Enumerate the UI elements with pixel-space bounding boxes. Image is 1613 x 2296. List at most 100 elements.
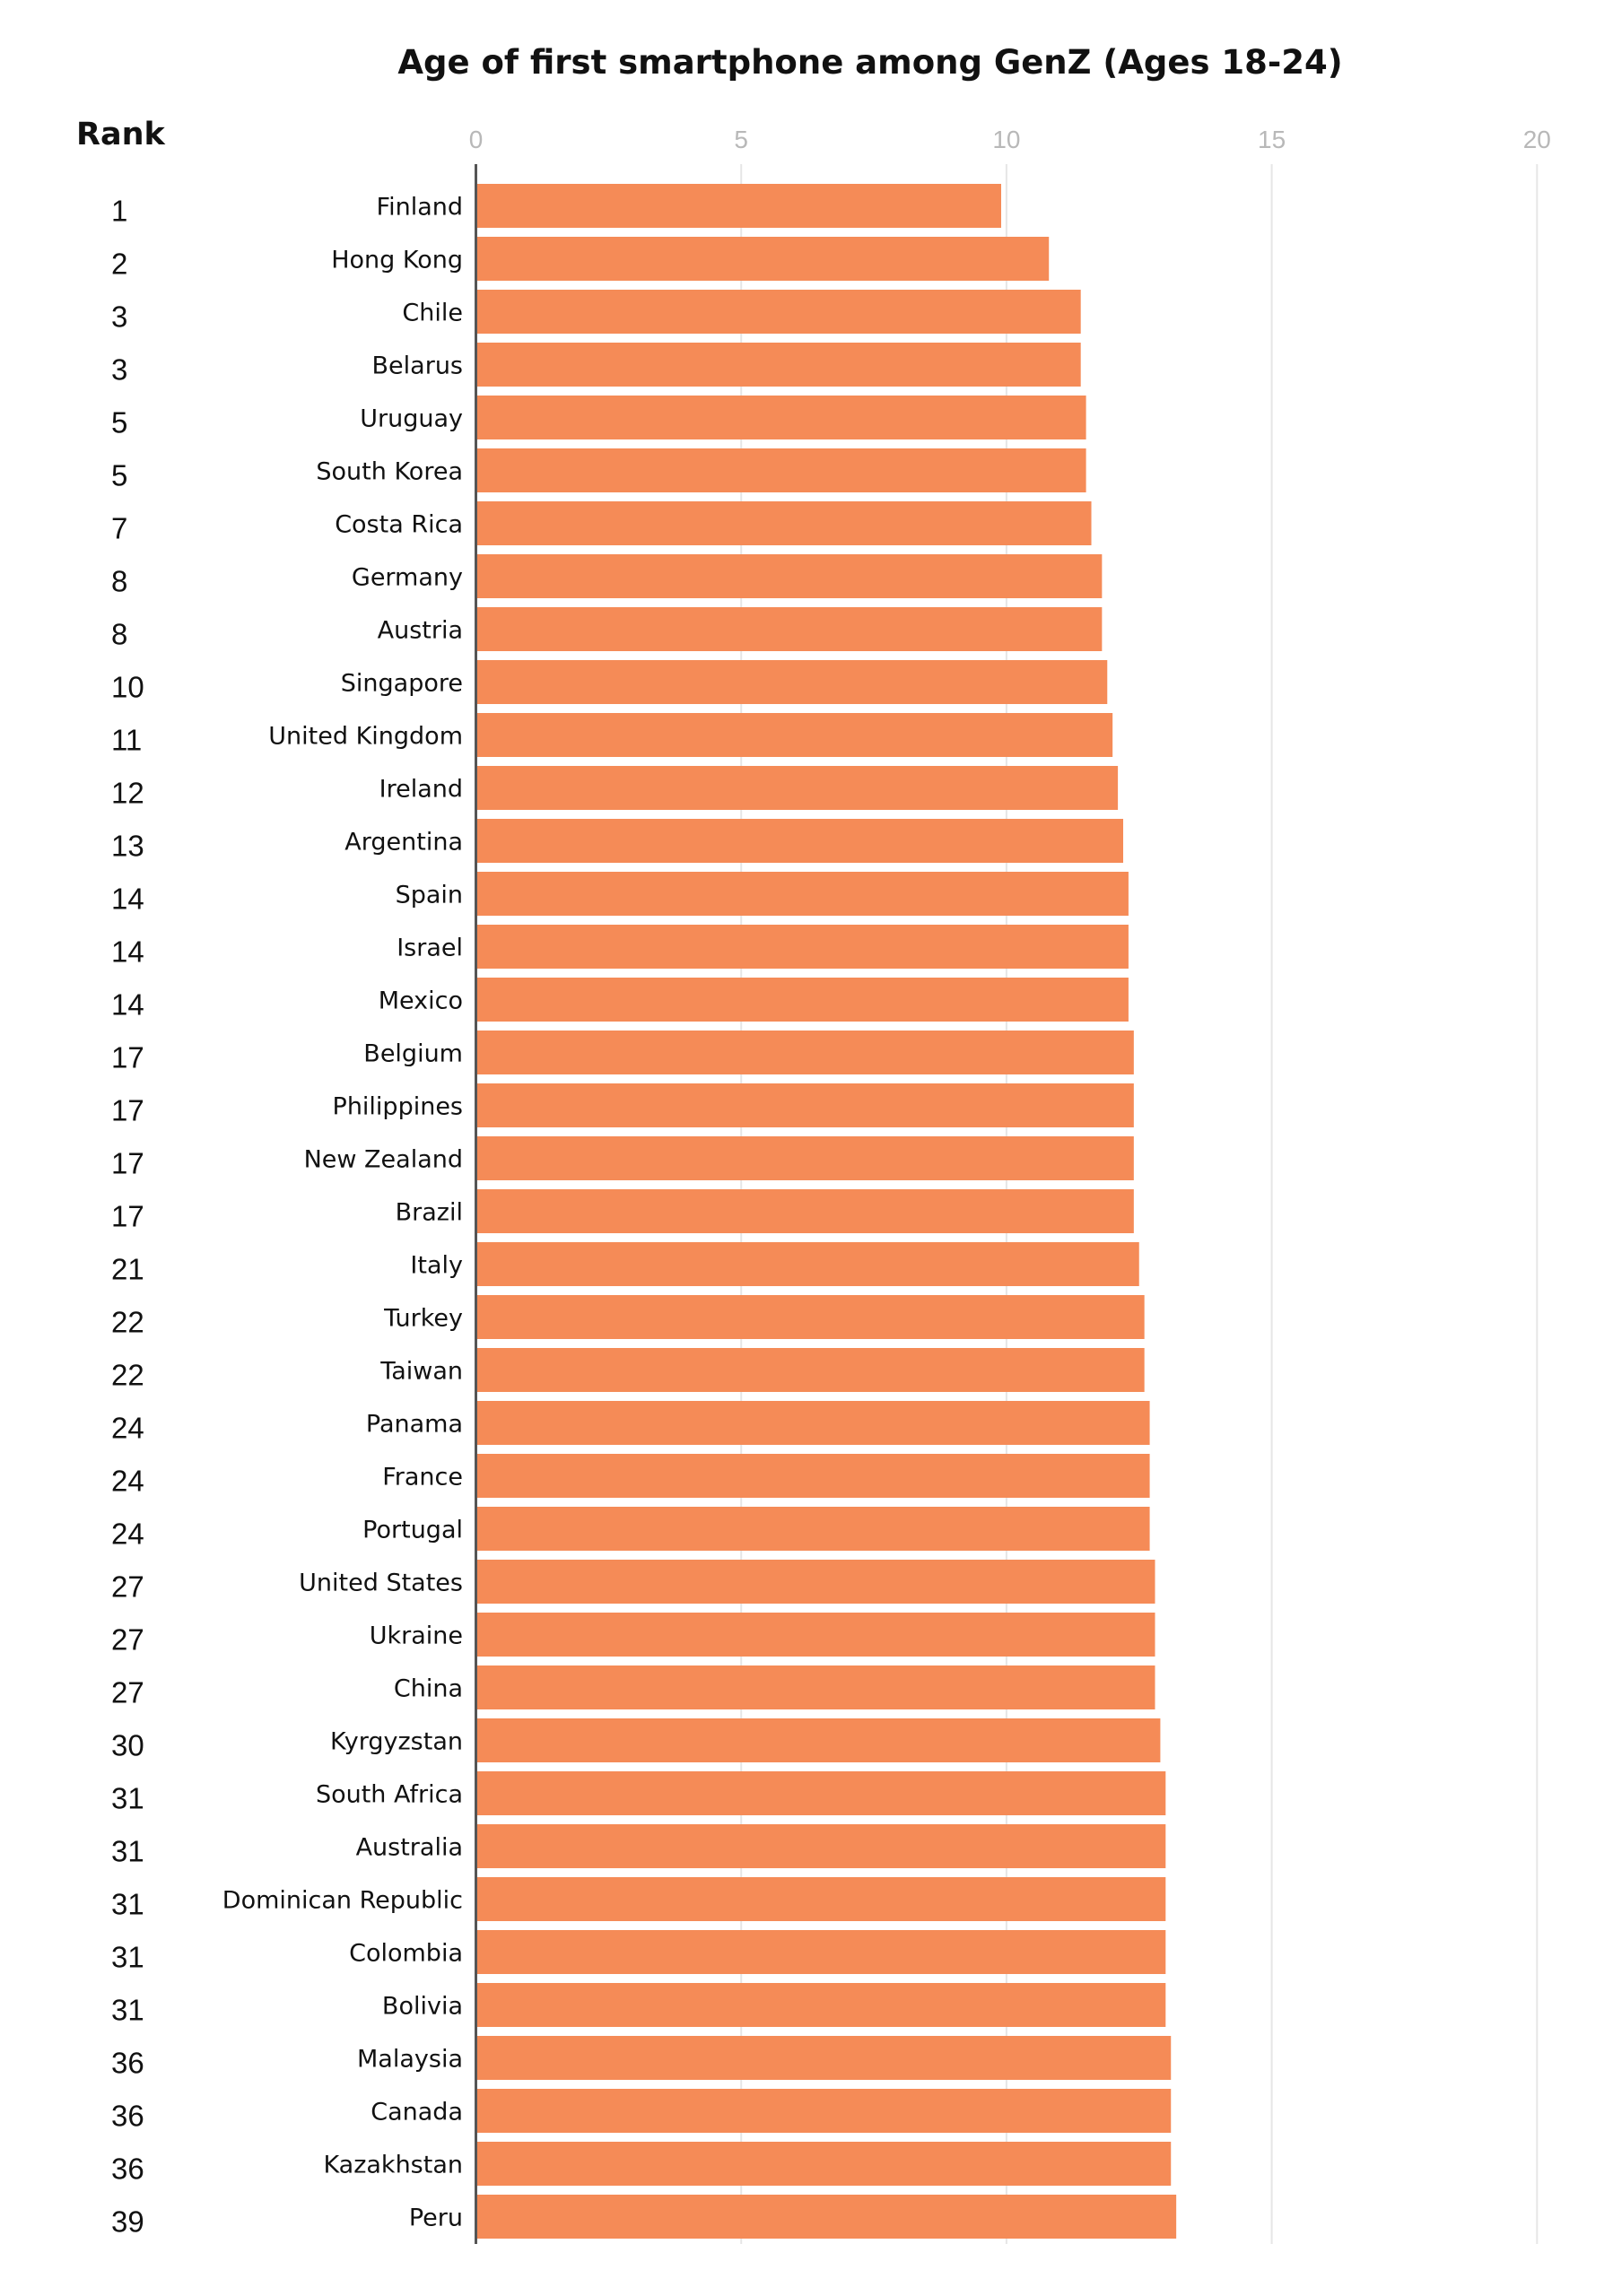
bar <box>476 1189 1134 1233</box>
category-label: Singapore <box>341 670 463 698</box>
category-label: United States <box>299 1570 463 1597</box>
category-label: Canada <box>371 2099 463 2126</box>
category-label: Italy <box>410 1252 463 1280</box>
category-label: Austria <box>378 617 463 645</box>
rank-label: 3 <box>111 353 127 387</box>
bar <box>476 1083 1134 1127</box>
bar <box>476 554 1103 598</box>
rank-label: 21 <box>111 1253 144 1286</box>
x-tick-label: 15 <box>1258 126 1286 153</box>
x-tick-label: 20 <box>1523 126 1551 153</box>
category-label: Malaysia <box>357 2046 463 2074</box>
bar <box>476 2089 1172 2133</box>
category-label: Australia <box>356 1834 463 1862</box>
category-label: Portugal <box>362 1517 463 1544</box>
bar <box>476 1401 1150 1445</box>
bar <box>476 1983 1166 2027</box>
category-label: France <box>382 1464 463 1492</box>
rank-label: 39 <box>111 2205 144 2239</box>
bar <box>476 1877 1166 1921</box>
bar <box>476 1295 1145 1339</box>
bar <box>476 1454 1150 1498</box>
rank-label: 5 <box>111 459 127 492</box>
bar <box>476 2195 1177 2239</box>
rank-label: 24 <box>111 1518 144 1551</box>
category-label: Israel <box>397 935 463 962</box>
rank-label: 13 <box>111 830 144 863</box>
bar <box>476 1824 1166 1868</box>
category-label: China <box>394 1675 463 1703</box>
category-label: Colombia <box>349 1940 463 1968</box>
category-label: United Kingdom <box>268 723 463 751</box>
rank-label: 31 <box>111 1835 144 1868</box>
category-label: Belarus <box>372 352 463 380</box>
rank-label: 24 <box>111 1465 144 1498</box>
x-axis-ticks: 0 5 10 15 20 <box>469 126 1551 153</box>
rank-label: 22 <box>111 1306 144 1339</box>
rank-label: 11 <box>111 724 142 757</box>
bar <box>476 1507 1150 1551</box>
rank-label: 14 <box>111 883 144 916</box>
bar <box>476 978 1129 1022</box>
bar <box>476 1560 1155 1604</box>
category-label: South Africa <box>316 1781 463 1809</box>
rank-label: 31 <box>111 1994 144 2027</box>
category-label: Kyrgyzstan <box>330 1728 463 1756</box>
category-label: Ireland <box>379 776 463 804</box>
bar <box>476 1136 1134 1180</box>
rank-label: 14 <box>111 988 144 1022</box>
bar <box>476 872 1129 916</box>
category-label: Hong Kong <box>331 247 463 274</box>
category-label: Argentina <box>344 829 463 857</box>
bar <box>476 766 1119 810</box>
rank-label: 17 <box>111 1200 144 1233</box>
rank-label: 36 <box>111 2152 144 2186</box>
bar <box>476 184 1001 228</box>
rank-label: 2 <box>111 248 127 281</box>
category-label: Peru <box>409 2205 463 2232</box>
rank-label: 8 <box>111 565 127 598</box>
bar <box>476 925 1129 969</box>
rank-label: 17 <box>111 1041 144 1074</box>
chart-title: Age of first smartphone among GenZ (Ages… <box>397 43 1342 82</box>
category-label: Costa Rica <box>335 511 463 539</box>
rank-label: 31 <box>111 1888 144 1921</box>
bar <box>476 1613 1155 1657</box>
bar <box>476 501 1092 545</box>
rank-label: 17 <box>111 1094 144 1127</box>
x-tick-label: 0 <box>469 126 484 153</box>
rank-label: 36 <box>111 2047 144 2080</box>
rank-label: 1 <box>111 195 127 228</box>
bar <box>476 2142 1172 2186</box>
category-label: Ukraine <box>370 1622 463 1650</box>
category-label: Spain <box>396 882 463 909</box>
x-tick-label: 5 <box>734 126 748 153</box>
bar <box>476 713 1113 757</box>
category-label: Turkey <box>383 1305 463 1333</box>
category-label: Kazakhstan <box>323 2152 463 2179</box>
category-label: Bolivia <box>382 1993 463 2021</box>
bar <box>476 819 1124 863</box>
rank-label: 14 <box>111 935 144 969</box>
category-label: Philippines <box>333 1093 463 1121</box>
category-label: Mexico <box>379 987 463 1015</box>
bar <box>476 290 1081 334</box>
category-label: Dominican Republic <box>222 1887 463 1915</box>
rank-label: 27 <box>111 1676 144 1709</box>
bar <box>476 1031 1134 1074</box>
category-label: Chile <box>402 300 463 327</box>
bar <box>476 660 1108 704</box>
bar <box>476 237 1050 281</box>
category-label: Germany <box>352 564 463 592</box>
rank-label: 31 <box>111 1941 144 1974</box>
bar <box>476 396 1086 439</box>
bar <box>476 1665 1155 1709</box>
rank-label: 3 <box>111 300 127 334</box>
rank-label: 24 <box>111 1412 144 1445</box>
rank-label: 30 <box>111 1729 144 1762</box>
category-label: Belgium <box>363 1040 463 1068</box>
rank-label: 5 <box>111 406 127 439</box>
category-label: Finland <box>377 194 463 222</box>
bars <box>476 184 1177 2239</box>
